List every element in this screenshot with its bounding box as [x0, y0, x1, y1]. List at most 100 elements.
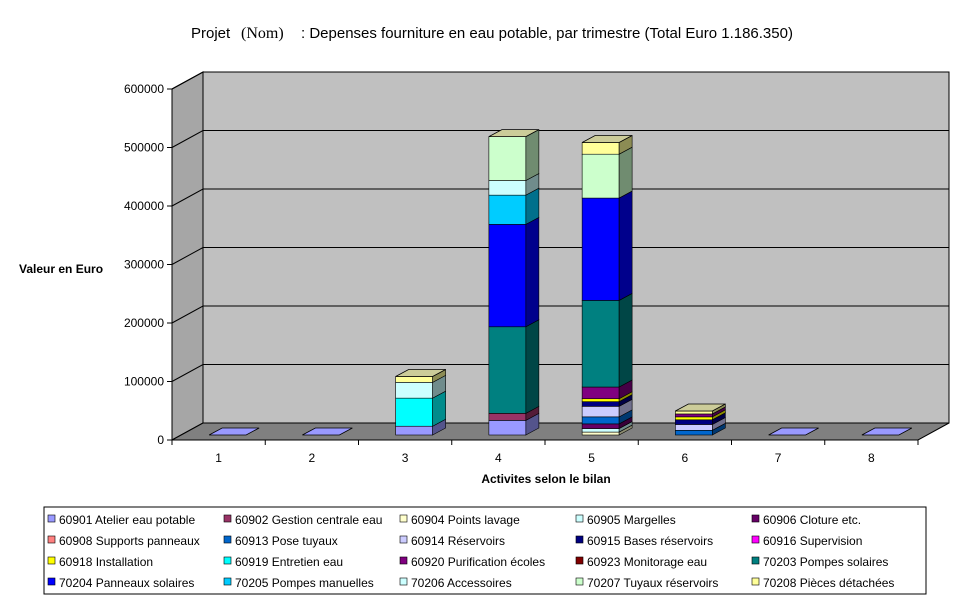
- legend-swatch: [47, 514, 56, 523]
- x-tick-label: 8: [868, 451, 875, 465]
- bar-segment: [581, 292, 633, 388]
- legend-item: 60902 Gestion centrale eau: [223, 513, 382, 527]
- bar-stacks: [208, 129, 913, 436]
- gridline: [171, 130, 949, 148]
- bar-top-cap: [675, 403, 726, 412]
- legend-label: 60923 Monitorage eau: [587, 555, 707, 569]
- legend-item: 60908 Supports panneaux: [47, 534, 200, 548]
- legend-label: 60905 Margelles: [587, 513, 676, 527]
- bar-segment: [581, 421, 633, 433]
- bar-stack-6: [675, 403, 726, 436]
- legend-label: 70204 Panneaux solaires: [59, 576, 194, 590]
- y-tick-label: 0: [157, 433, 164, 447]
- legend-item: 60918 Installation: [47, 555, 153, 569]
- floor: [171, 422, 950, 441]
- legend-label: 60906 Cloture etc.: [763, 513, 861, 527]
- legend-label: 70207 Tuyaux réservoirs: [587, 576, 718, 590]
- gridline: [171, 71, 949, 90]
- legend-swatch: [575, 514, 584, 523]
- bar-segment: [488, 319, 540, 414]
- legend-label: 60913 Pose tuyaux: [235, 534, 338, 548]
- bar-segment: [488, 216, 540, 328]
- legend-label: 60916 Supervision: [763, 534, 862, 548]
- gridline: [171, 188, 949, 207]
- legend-item: 60905 Margelles: [575, 513, 676, 527]
- legend-box: [43, 506, 927, 595]
- legend-swatch: [399, 556, 408, 565]
- chart-walls: [171, 71, 950, 441]
- legend-label: 70208 Pièces détachées: [763, 576, 894, 590]
- x-tick-label: 1: [215, 451, 222, 465]
- bar-top-cap: [302, 427, 353, 436]
- x-tick-label: 7: [775, 451, 782, 465]
- bar-stack-1: [208, 427, 260, 436]
- x-tick-label: 3: [402, 451, 409, 465]
- legend-swatch: [575, 535, 584, 544]
- gridline: [171, 364, 949, 382]
- x-tick-label: 2: [309, 451, 316, 465]
- bar-stack-4: [488, 129, 540, 436]
- legend-swatch: [47, 577, 56, 586]
- gridline: [171, 305, 949, 324]
- legend-label: 60919 Entretien eau: [235, 555, 343, 569]
- x-axis-label: Activites selon le bilan: [481, 472, 610, 486]
- bar-top-cap: [861, 427, 913, 436]
- chart-title-prefix: Projet: [191, 25, 231, 42]
- y-tick-label: 100000: [124, 375, 164, 389]
- x-tick-label: 6: [682, 451, 689, 465]
- x-axis-ticks: 1 2 3 4 5 6 7 8: [171, 439, 919, 465]
- bar-stack-3: [395, 368, 446, 436]
- y-tick-label: 400000: [124, 199, 164, 213]
- legend-item: 70207 Tuyaux réservoirs: [575, 576, 718, 590]
- chart-title-name: (Nom): [241, 25, 284, 42]
- legend-item: 60901 Atelier eau potable: [47, 513, 195, 527]
- legend-item: 70208 Pièces détachées: [751, 576, 894, 590]
- y-axis-label: Valeur en Euro: [19, 262, 103, 276]
- legend-item: 60913 Pose tuyaux: [223, 534, 338, 548]
- y-axis-ticks: 0 100000 200000 300000 400000 500000 600000: [124, 82, 173, 447]
- legend-item: 60915 Bases réservoirs: [575, 534, 713, 548]
- legend-label: 60904 Points lavage: [411, 513, 520, 527]
- legend-item: 60916 Supervision: [751, 534, 862, 548]
- legend-label: 70206 Accessoires: [411, 576, 512, 590]
- legend-swatch: [223, 514, 232, 523]
- bar-segment: [488, 412, 540, 436]
- legend-label: 70203 Pompes solaires: [763, 555, 888, 569]
- y-tick-label: 500000: [124, 141, 164, 155]
- legend-label: 60918 Installation: [59, 555, 153, 569]
- legend: 60901 Atelier eau potable 60902 Gestion c…: [43, 506, 927, 595]
- bar-top-cap: [768, 427, 819, 436]
- legend-item: 60920 Purification écoles: [399, 555, 545, 569]
- bar-top-cap: [395, 369, 446, 377]
- legend-item: 70205 Pompes manuelles: [223, 576, 374, 590]
- legend-label: 60908 Supports panneaux: [59, 534, 200, 548]
- gridline: [171, 247, 949, 265]
- x-tick-label: 4: [495, 451, 502, 465]
- legend-label: 60914 Réservoirs: [411, 534, 505, 548]
- y-tick-label: 300000: [124, 258, 164, 272]
- legend-swatch: [575, 577, 584, 586]
- legend-swatch: [399, 577, 408, 586]
- bar-stack-8: [861, 427, 913, 436]
- legend-item: 60914 Réservoirs: [399, 534, 505, 548]
- legend-label: 60901 Atelier eau potable: [59, 513, 195, 527]
- legend-swatch: [751, 577, 760, 586]
- legend-label: 60915 Bases réservoirs: [587, 534, 713, 548]
- bar-top-cap: [488, 129, 540, 138]
- legend-item: 70206 Accessoires: [399, 576, 512, 590]
- legend-swatch: [751, 556, 760, 565]
- bar-top-cap: [208, 427, 260, 436]
- bar-segment: [488, 187, 540, 225]
- legend-label: 70205 Pompes manuelles: [235, 576, 374, 590]
- bar-segment: [488, 129, 540, 182]
- legend-swatch: [223, 577, 232, 586]
- bar-stack-5: [581, 134, 633, 436]
- legend-item: 60923 Monitorage eau: [575, 555, 707, 569]
- legend-label: 60902 Gestion centrale eau: [235, 513, 382, 527]
- legend-item: 60904 Points lavage: [399, 513, 520, 527]
- chart-title: Projet (Nom) : Depenses fourniture en ea…: [191, 25, 793, 42]
- y-tick-label: 600000: [124, 82, 164, 96]
- y-tick-label: 200000: [124, 316, 164, 330]
- x-tick-label: 5: [588, 451, 595, 465]
